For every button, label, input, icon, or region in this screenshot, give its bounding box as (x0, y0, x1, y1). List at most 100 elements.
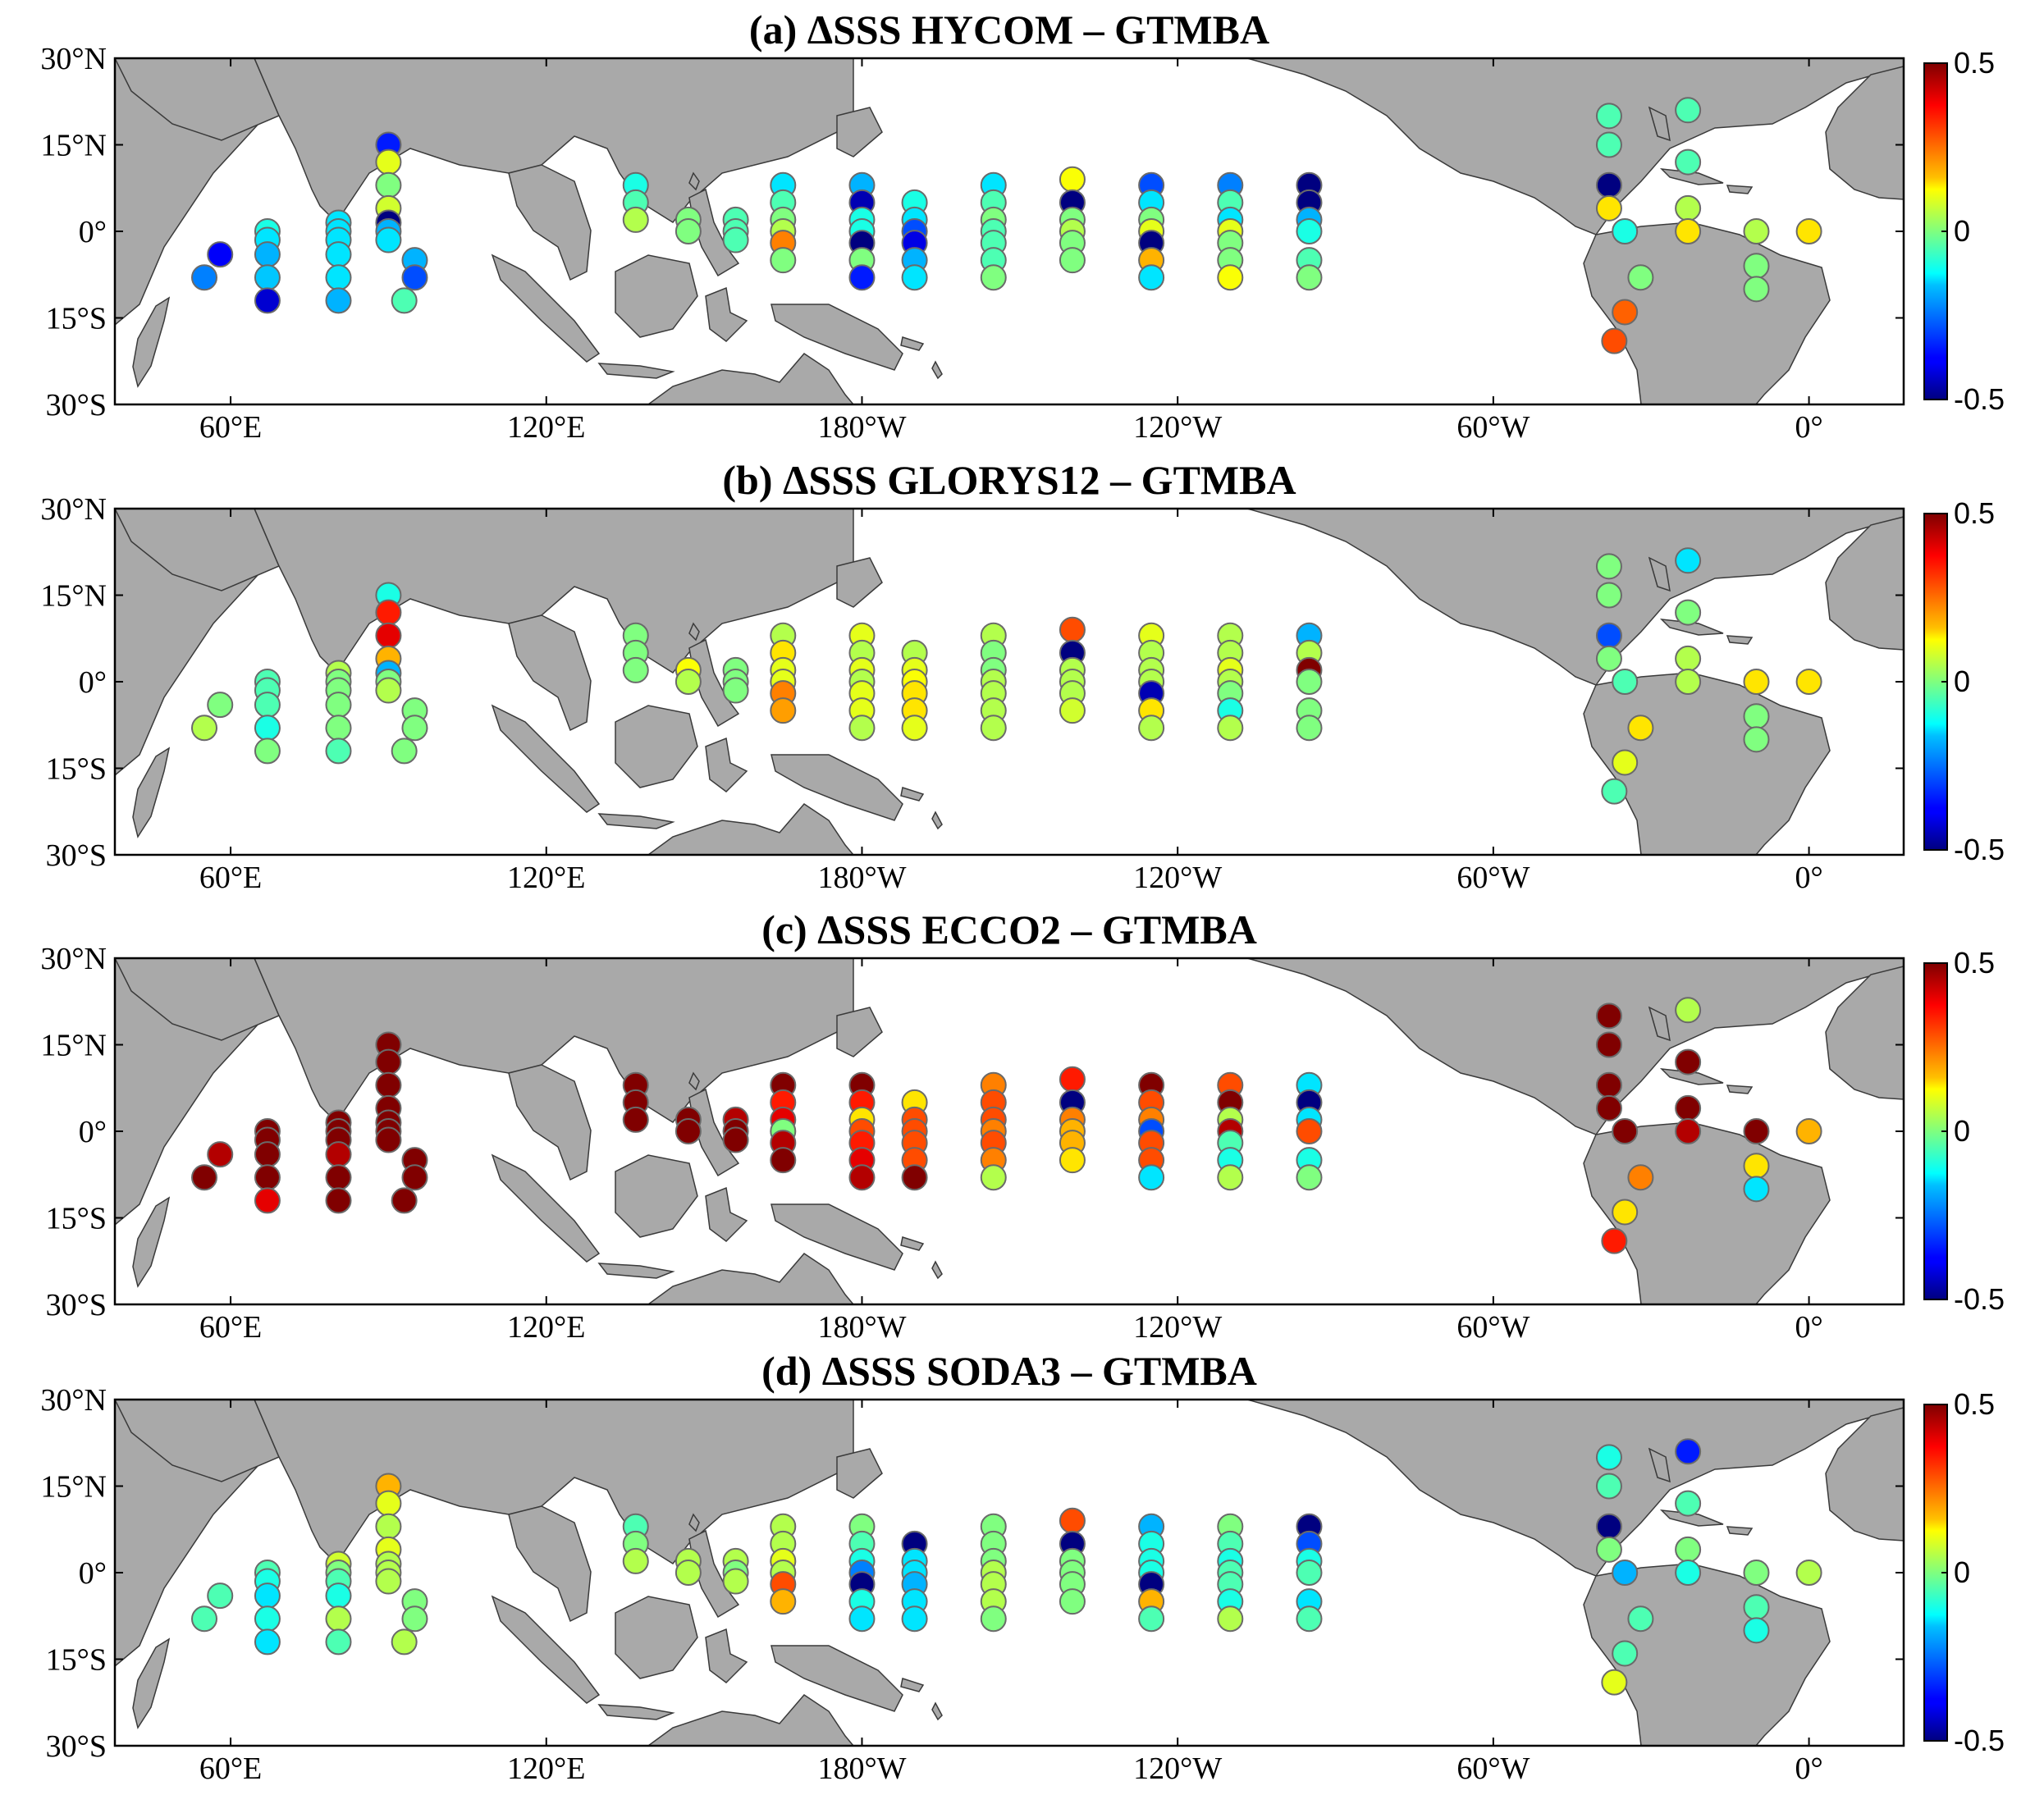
station-marker (1612, 1640, 1639, 1667)
station-marker (325, 264, 352, 291)
colorbar-tick-label: 0.5 (1954, 946, 1995, 980)
colorbar-tick-label: -0.5 (1954, 382, 2005, 416)
station-marker (1296, 715, 1323, 742)
colorbar-tick-label: -0.5 (1954, 833, 2005, 866)
station-marker (325, 241, 352, 268)
colorbar-tick-label: 0.5 (1954, 1387, 1995, 1421)
x-tick-label: 60°E (199, 1751, 262, 1786)
station-marker (980, 264, 1007, 291)
station-marker (1296, 669, 1323, 695)
station-marker (980, 715, 1007, 742)
station-marker (1217, 1605, 1244, 1633)
station-marker (1627, 264, 1654, 291)
panel-a: (a) ΔSSS HYCOM – GTMBA 60°E 120°E 180°W 120°… (40, 7, 2005, 445)
station-marker (722, 226, 749, 253)
map-area: 60°E 120°E 180°W 120°W 60°W 0° 30°N 15°N 0° 15°S 3… (40, 42, 1905, 445)
station-marker (1138, 264, 1165, 291)
x-tick-label: 0° (1795, 861, 1822, 895)
x-tick-label: 60°E (199, 1310, 262, 1345)
station-marker (1675, 547, 1702, 574)
y-tick-label: 30°N (40, 942, 107, 976)
y-tick-label: 30°S (46, 838, 107, 873)
y-tick-label: 30°N (40, 492, 107, 527)
station-marker (1595, 622, 1622, 649)
station-marker (1059, 1507, 1086, 1534)
station-marker (1059, 616, 1086, 643)
station-marker (1217, 1164, 1244, 1191)
station-marker (1595, 1002, 1622, 1030)
station-marker (1627, 1605, 1654, 1633)
station-marker (254, 1605, 281, 1633)
station-marker (1743, 1617, 1770, 1644)
station-marker (1743, 1560, 1770, 1586)
x-tick-label: 60°W (1456, 1751, 1530, 1786)
station-marker (1595, 645, 1622, 672)
station-marker (391, 287, 418, 314)
station-marker (254, 1628, 281, 1656)
y-tick-label: 0° (79, 1556, 107, 1591)
station-marker (254, 1187, 281, 1214)
panel-d: (d) ΔSSS SODA3 – GTMBA 60°E 120°E 180°W 120°… (40, 1348, 2005, 1786)
station-marker (722, 1126, 749, 1153)
x-tick-label: 0° (1795, 410, 1822, 445)
station-marker (191, 1605, 217, 1633)
station-marker (325, 1628, 352, 1656)
station-marker (1296, 264, 1323, 291)
station-marker (1675, 148, 1702, 176)
y-tick-label: 15°S (46, 1202, 107, 1236)
station-marker (980, 1164, 1007, 1191)
station-marker (1296, 218, 1323, 244)
station-marker (254, 241, 281, 268)
y-tick-label: 0° (79, 1115, 107, 1149)
station-marker (191, 264, 217, 291)
x-tick-label: 60°W (1456, 1310, 1530, 1345)
station-marker (1059, 1147, 1086, 1174)
station-marker (401, 715, 428, 742)
station-marker (901, 1164, 928, 1191)
station-marker (722, 677, 749, 704)
station-marker (1595, 131, 1622, 158)
station-marker (1138, 1164, 1165, 1191)
station-marker (1296, 1164, 1323, 1191)
station-marker (1612, 1118, 1639, 1144)
colorbar: 0.5 0 -0.5 (1923, 946, 2005, 1316)
station-marker (1612, 1560, 1639, 1586)
station-marker (325, 1582, 352, 1610)
station-marker (325, 1141, 352, 1168)
x-tick-label: 120°W (1133, 410, 1222, 445)
colorbar-tick-label: -0.5 (1954, 1282, 2005, 1316)
colorbar: 0.5 0 -0.5 (1923, 46, 2005, 416)
station-marker (1743, 669, 1770, 695)
station-marker (1795, 218, 1822, 244)
station-marker (1675, 1118, 1702, 1144)
station-marker (375, 1126, 402, 1153)
colorbar-tick-label: 0 (1954, 1555, 1970, 1589)
station-marker (1059, 1066, 1086, 1093)
station-marker (1595, 1473, 1622, 1500)
station-marker (1612, 749, 1639, 776)
station-marker (1675, 1094, 1702, 1121)
station-marker (375, 148, 402, 176)
panel-title: (a) ΔSSS HYCOM – GTMBA (749, 7, 1269, 53)
station-marker (1743, 1118, 1770, 1144)
station-marker (391, 1628, 418, 1656)
station-marker (1612, 299, 1639, 326)
station-marker (401, 1605, 428, 1633)
colorbar: 0.5 0 -0.5 (1923, 1387, 2005, 1757)
station-marker (770, 247, 797, 274)
station-marker (848, 715, 876, 742)
y-tick-label: 0° (79, 215, 107, 249)
station-marker (1743, 703, 1770, 730)
station-marker (980, 1605, 1007, 1633)
x-tick-label: 180°W (817, 861, 906, 895)
colorbar: 0.5 0 -0.5 (1923, 496, 2005, 866)
y-tick-label: 15°S (46, 1643, 107, 1678)
station-marker (207, 1582, 234, 1610)
station-marker (1675, 645, 1702, 672)
panel-title: (d) ΔSSS SODA3 – GTMBA (761, 1348, 1257, 1394)
colorbar-tick-label: 0 (1954, 1114, 1970, 1148)
station-marker (1059, 697, 1086, 724)
station-marker (1627, 715, 1654, 742)
station-marker (901, 264, 928, 291)
station-marker (1627, 1164, 1654, 1191)
